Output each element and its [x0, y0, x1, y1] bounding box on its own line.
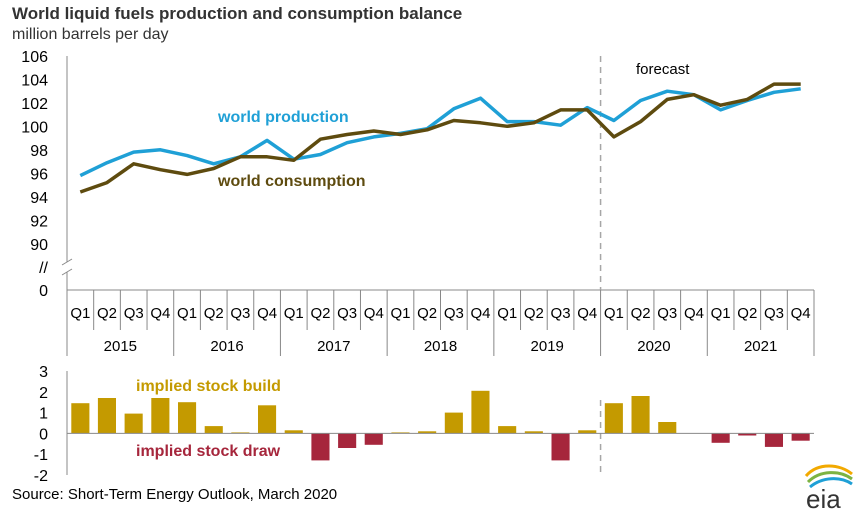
series-label-consumption: world consumption: [217, 173, 366, 190]
x-tick-label: Q1: [284, 305, 304, 322]
label-stock-draw: implied stock draw: [136, 443, 281, 460]
y-tick-label: 96: [30, 167, 48, 184]
stock-draw-bar: [711, 433, 730, 443]
x-tick-label: Q3: [657, 305, 677, 322]
axis-break-mark: [61, 268, 73, 276]
x-tick-label: Q3: [337, 305, 357, 322]
stock-build-bar: [178, 402, 197, 434]
y-tick-label-lower: 2: [39, 385, 48, 402]
stock-build-bar: [498, 426, 517, 434]
forecast-annotation: forecast: [636, 61, 690, 78]
y-tick-label: 0: [39, 283, 48, 300]
x-tick-label: Q3: [124, 305, 144, 322]
x-tick-label: Q2: [524, 305, 544, 322]
stock-build-bar: [578, 430, 597, 434]
x-tick-label: Q2: [631, 305, 651, 322]
chart-subtitle: million barrels per day: [12, 26, 169, 43]
stock-draw-bar: [738, 433, 757, 436]
x-tick-label: Q1: [70, 305, 90, 322]
year-label: 2015: [104, 338, 137, 355]
series-line-consumption: [79, 82, 801, 194]
y-tick-label-lower: 0: [39, 426, 48, 443]
year-label: 2016: [210, 338, 243, 355]
year-label: 2020: [637, 338, 670, 355]
x-tick-label: Q4: [577, 305, 597, 322]
x-tick-label: Q4: [471, 305, 491, 322]
x-tick-label: Q1: [497, 305, 517, 322]
stock-build-bar: [631, 396, 650, 434]
stock-build-bar: [284, 430, 303, 434]
y-tick-label-lower: -1: [34, 447, 48, 464]
stock-build-bar: [258, 405, 277, 434]
y-tick-label: 100: [21, 120, 48, 137]
x-tick-label: Q3: [230, 305, 250, 322]
x-tick-label: Q3: [551, 305, 571, 322]
stock-draw-bar: [364, 433, 383, 445]
x-tick-label: Q2: [204, 305, 224, 322]
stock-draw-bar: [311, 433, 330, 461]
x-tick-label: Q1: [177, 305, 197, 322]
y-tick-label: 104: [21, 73, 48, 90]
chart-title: World liquid fuels production and consum…: [12, 4, 463, 23]
y-tick-label-lower: 1: [39, 406, 48, 423]
x-tick-label: Q2: [417, 305, 437, 322]
x-tick-label: Q4: [257, 305, 277, 322]
stock-draw-bar: [764, 433, 783, 447]
y-tick-label: 98: [30, 143, 48, 160]
y-tick-label: 90: [30, 237, 48, 254]
x-tick-label: Q1: [711, 305, 731, 322]
source-note: Source: Short-Term Energy Outlook, March…: [12, 486, 338, 503]
x-tick-label: Q2: [97, 305, 117, 322]
y-tick-label: 102: [21, 96, 48, 113]
eia-logo-icon: eia: [804, 464, 853, 510]
y-tick-label: 94: [30, 190, 48, 207]
x-tick-label: Q4: [684, 305, 704, 322]
x-tick-label: Q3: [764, 305, 784, 322]
x-tick-label: Q2: [737, 305, 757, 322]
y-tick-label-lower: -2: [34, 468, 48, 485]
label-stock-build: implied stock build: [136, 378, 281, 395]
axis-break-mark: [61, 258, 73, 266]
svg-text:eia: eia: [806, 484, 841, 510]
x-tick-label: Q4: [364, 305, 384, 322]
stock-build-bar: [471, 390, 490, 434]
x-tick-label: Q1: [390, 305, 410, 322]
stock-build-bar: [124, 413, 143, 434]
y-tick-label-lower: 3: [39, 364, 48, 381]
stock-build-bar: [444, 412, 463, 434]
stock-build-bar: [97, 398, 116, 434]
x-tick-label: Q3: [444, 305, 464, 322]
x-tick-label: Q4: [150, 305, 170, 322]
stock-build-bar: [524, 431, 543, 434]
stock-build-bar: [204, 426, 223, 434]
y-tick-label: 106: [21, 49, 48, 66]
x-tick-label: Q1: [604, 305, 624, 322]
stock-draw-bar: [338, 433, 357, 448]
stock-draw-bar: [551, 433, 570, 461]
stock-build-bar: [71, 403, 90, 434]
stock-build-bar: [418, 431, 437, 434]
series-label-production: world production: [217, 109, 349, 126]
stock-draw-bar: [791, 433, 810, 441]
year-label: 2018: [424, 338, 457, 355]
year-label: 2021: [744, 338, 777, 355]
y-tick-label: 92: [30, 214, 48, 231]
x-tick-label: Q2: [310, 305, 330, 322]
year-label: 2017: [317, 338, 350, 355]
x-tick-label: Q4: [791, 305, 811, 322]
stock-build-bar: [151, 398, 170, 434]
stock-build-bar: [604, 403, 623, 434]
axis-break-label: //: [39, 260, 48, 277]
series-line-production: [79, 87, 801, 178]
year-label: 2019: [531, 338, 564, 355]
stock-build-bar: [658, 422, 677, 434]
